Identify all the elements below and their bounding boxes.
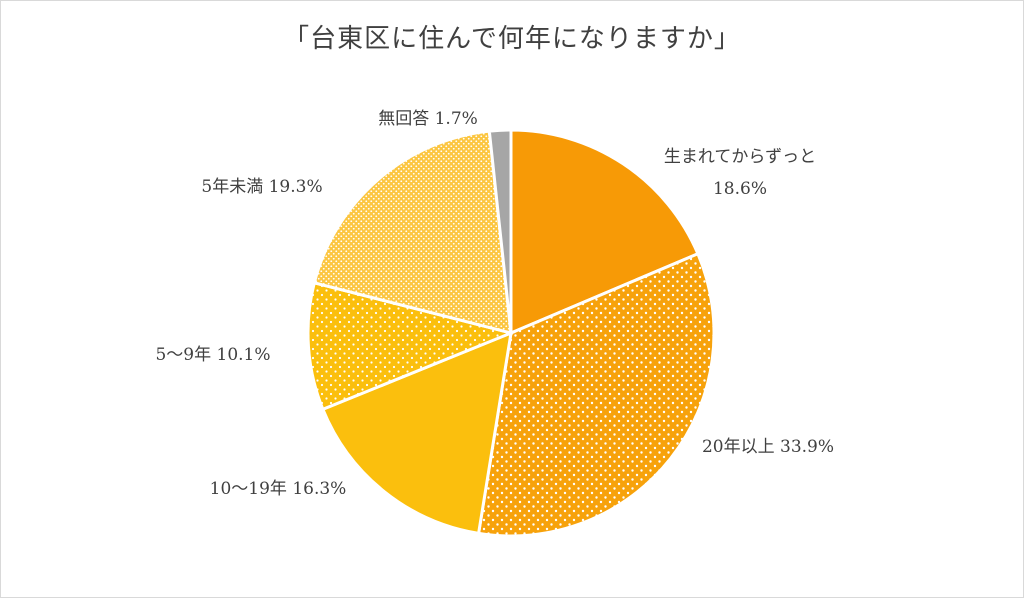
slice-label: 5年未満 19.3%: [201, 177, 322, 197]
slice-label: 無回答 1.7%: [378, 109, 478, 129]
pie-slice: [509, 128, 700, 336]
pie-slice: [320, 330, 513, 536]
pie-slice: [312, 129, 513, 335]
slice-label: 5〜9年 10.1%: [155, 345, 270, 365]
pie-slice: [306, 280, 516, 412]
pie-slice: [487, 128, 513, 334]
slice-label: 生まれてからずっと 18.6%: [664, 147, 816, 199]
chart-title: 「台東区に住んで何年になりますか」: [283, 24, 741, 54]
slice-label: 10〜19年 16.3%: [210, 479, 347, 499]
pie-slice: [476, 251, 716, 538]
slice-label: 20年以上 33.9%: [702, 437, 834, 457]
